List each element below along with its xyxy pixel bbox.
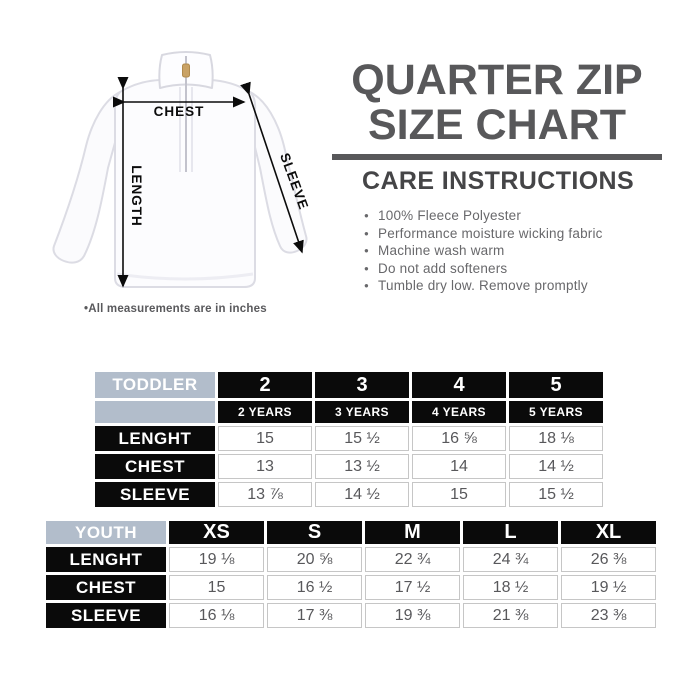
toddler-chest-value: 14 ½ — [509, 454, 603, 479]
care-item: Machine wash warm — [364, 242, 697, 260]
table-row-chest: CHEST 13 13 ½ 14 14 ½ — [95, 454, 603, 479]
care-instructions-heading: CARE INSTRUCTIONS — [362, 167, 635, 195]
youth-sleeve-label: SLEEVE — [46, 603, 166, 628]
page-title-line2: SIZE CHART — [368, 101, 626, 149]
table-row-lenght: LENGHT 19 ⅛ 20 ⅝ 22 ¾ 24 ¾ 26 ⅜ — [46, 547, 656, 572]
care-item: Do not add softeners — [364, 260, 697, 278]
youth-group-label: YOUTH — [46, 521, 166, 544]
toddler-size-2-header: 2 — [218, 372, 312, 398]
garment-illustration: CHEST LENGTH SLEEVE — [40, 50, 332, 302]
toddler-size-5-header: 5 — [509, 372, 603, 398]
toddler-age-header: 2 YEARS — [218, 401, 312, 423]
youth-size-l-header: L — [463, 521, 558, 544]
toddler-sleeve-value: 15 ½ — [509, 482, 603, 507]
left-sleeve-shape — [52, 91, 125, 264]
care-instructions-section: CARE INSTRUCTIONS 100% Fleece Polyester … — [362, 167, 697, 295]
quarter-zip-garment-image: CHEST LENGTH SLEEVE — [52, 51, 311, 288]
care-instructions-list: 100% Fleece Polyester Performance moistu… — [364, 207, 697, 295]
toddler-sleeve-value: 14 ½ — [315, 482, 409, 507]
toddler-group-label: TODDLER — [95, 372, 215, 398]
table-row-sleeve: SLEEVE 16 ⅛ 17 ⅜ 19 ⅜ 21 ⅜ 23 ⅜ — [46, 603, 656, 628]
toddler-lenght-value: 15 ½ — [315, 426, 409, 451]
toddler-chest-value: 13 — [218, 454, 312, 479]
youth-size-xs-header: XS — [169, 521, 264, 544]
measurements-note: •All measurements are in inches — [84, 303, 267, 315]
toddler-sleeve-value: 15 — [412, 482, 506, 507]
toddler-chest-value: 14 — [412, 454, 506, 479]
toddler-sleeve-value: 13 ⅞ — [218, 482, 312, 507]
youth-sleeve-value: 23 ⅜ — [561, 603, 656, 628]
toddler-size-header-row: TODDLER 2 3 4 5 — [95, 372, 603, 398]
length-label: LENGTH — [129, 165, 144, 227]
youth-lenght-value: 24 ¾ — [463, 547, 558, 572]
youth-chest-value: 18 ½ — [463, 575, 558, 600]
toddler-lenght-label: LENGHT — [95, 426, 215, 451]
youth-sleeve-value: 19 ⅜ — [365, 603, 460, 628]
hem-shading — [116, 272, 254, 281]
table-row-lenght: LENGHT 15 15 ½ 16 ⅝ 18 ⅛ — [95, 426, 603, 451]
toddler-size-table: TODDLER 2 3 4 5 2 YEARS 3 YEARS 4 YEARS … — [92, 369, 606, 510]
care-item: Tumble dry low. Remove promptly — [364, 277, 697, 295]
page-title-line1: QUARTER ZIP — [351, 56, 643, 104]
youth-size-table: YOUTH XS S M L XL LENGHT 19 ⅛ 20 ⅝ 22 ¾ … — [43, 518, 659, 631]
youth-sleeve-value: 17 ⅜ — [267, 603, 362, 628]
care-item: 100% Fleece Polyester — [364, 207, 697, 225]
youth-lenght-value: 26 ⅜ — [561, 547, 656, 572]
table-row-chest: CHEST 15 16 ½ 17 ½ 18 ½ 19 ½ — [46, 575, 656, 600]
youth-lenght-value: 22 ¾ — [365, 547, 460, 572]
youth-lenght-label: LENGHT — [46, 547, 166, 572]
youth-chest-label: CHEST — [46, 575, 166, 600]
title-underline-rule — [332, 154, 662, 160]
youth-chest-value: 16 ½ — [267, 575, 362, 600]
youth-size-header-row: YOUTH XS S M L XL — [46, 521, 656, 544]
toddler-size-4-header: 4 — [412, 372, 506, 398]
toddler-lenght-value: 18 ⅛ — [509, 426, 603, 451]
youth-chest-value: 19 ½ — [561, 575, 656, 600]
toddler-lenght-value: 15 — [218, 426, 312, 451]
chest-label: CHEST — [154, 104, 205, 119]
sleeve-arrow — [240, 81, 304, 254]
toddler-sleeve-label: SLEEVE — [95, 482, 215, 507]
toddler-age-header: 5 YEARS — [509, 401, 603, 423]
youth-sleeve-value: 16 ⅛ — [169, 603, 264, 628]
zipper-pull — [182, 63, 190, 78]
youth-size-xl-header: XL — [561, 521, 656, 544]
title-block: QUARTER ZIP SIZE CHART — [332, 58, 662, 160]
toddler-chest-value: 13 ½ — [315, 454, 409, 479]
toddler-lenght-value: 16 ⅝ — [412, 426, 506, 451]
youth-size-m-header: M — [365, 521, 460, 544]
toddler-age-header: 4 YEARS — [412, 401, 506, 423]
toddler-size-3-header: 3 — [315, 372, 409, 398]
youth-size-s-header: S — [267, 521, 362, 544]
youth-sleeve-value: 21 ⅜ — [463, 603, 558, 628]
care-item: Performance moisture wicking fabric — [364, 225, 697, 243]
toddler-blank-cell — [95, 401, 215, 423]
table-row-sleeve: SLEEVE 13 ⅞ 14 ½ 15 15 ½ — [95, 482, 603, 507]
toddler-age-header-row: 2 YEARS 3 YEARS 4 YEARS 5 YEARS — [95, 401, 603, 423]
youth-lenght-value: 20 ⅝ — [267, 547, 362, 572]
youth-chest-value: 15 — [169, 575, 264, 600]
youth-lenght-value: 19 ⅛ — [169, 547, 264, 572]
youth-chest-value: 17 ½ — [365, 575, 460, 600]
toddler-age-header: 3 YEARS — [315, 401, 409, 423]
toddler-chest-label: CHEST — [95, 454, 215, 479]
